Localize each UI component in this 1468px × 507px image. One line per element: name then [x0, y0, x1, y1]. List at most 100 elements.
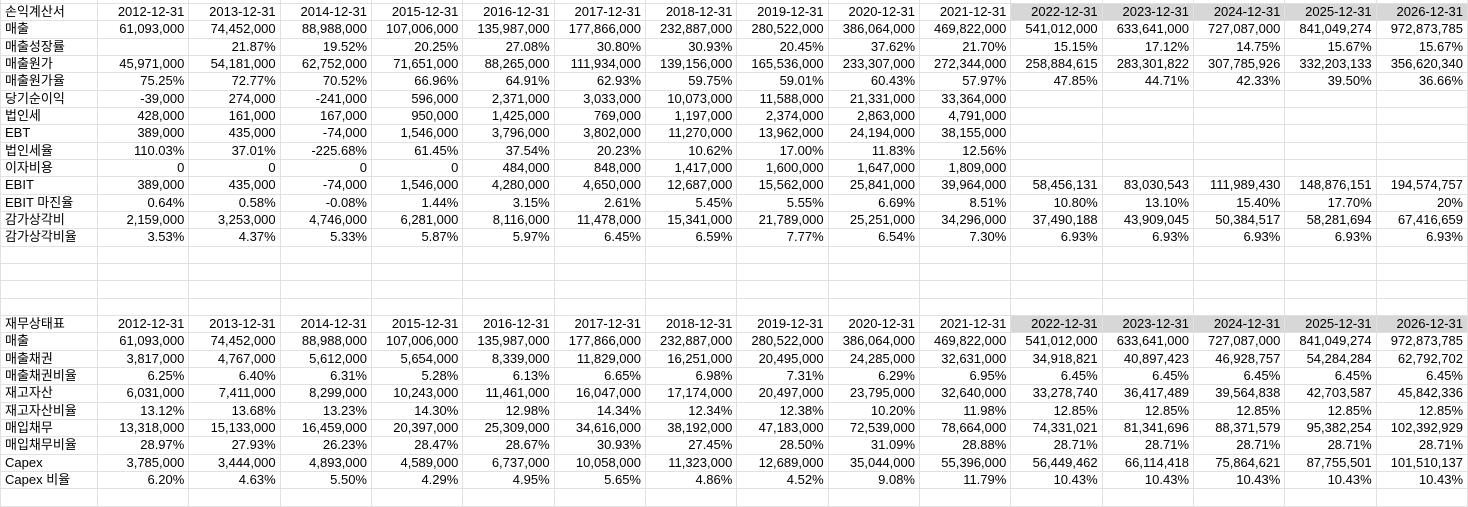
- row-label[interactable]: 매출: [1, 333, 98, 351]
- empty-cell[interactable]: [98, 0, 190, 4]
- cell-value[interactable]: 4,650,000: [554, 177, 646, 195]
- cell-value[interactable]: 5.33%: [280, 229, 372, 247]
- empty-cell[interactable]: [280, 0, 372, 4]
- cell-value[interactable]: 23,795,000: [828, 385, 920, 403]
- empty-cell[interactable]: [1194, 246, 1286, 264]
- cell-value[interactable]: 389,000: [98, 125, 190, 143]
- empty-cell[interactable]: [554, 489, 646, 507]
- cell-value[interactable]: 4.95%: [463, 471, 555, 490]
- cell-value[interactable]: 28.71%: [1376, 437, 1468, 455]
- cell-value[interactable]: 7,411,000: [189, 385, 281, 403]
- cell-value[interactable]: 39.50%: [1285, 73, 1377, 91]
- cell-value[interactable]: 6.20%: [98, 471, 190, 490]
- cell-value[interactable]: 15.67%: [1376, 38, 1468, 56]
- cell-value[interactable]: 469,822,000: [920, 21, 1012, 39]
- cell-value[interactable]: 30.93%: [554, 437, 646, 455]
- cell-value[interactable]: 31.09%: [828, 437, 920, 455]
- cell-value[interactable]: 5.97%: [463, 229, 555, 247]
- cell-value[interactable]: 5.65%: [554, 471, 646, 490]
- cell-value[interactable]: 64.91%: [463, 73, 555, 91]
- row-label[interactable]: 재고자산: [1, 385, 98, 403]
- cell-value[interactable]: 4.63%: [189, 471, 281, 490]
- empty-cell[interactable]: [1011, 489, 1103, 507]
- column-header[interactable]: 2013-12-31: [189, 4, 281, 22]
- cell-value[interactable]: 6.98%: [646, 367, 738, 386]
- cell-value[interactable]: 55,396,000: [920, 454, 1012, 472]
- empty-cell[interactable]: [1, 298, 98, 316]
- cell-value[interactable]: 1,546,000: [372, 125, 464, 143]
- income-statement-title[interactable]: 손익계산서: [1, 4, 98, 22]
- cell-value[interactable]: 27.45%: [646, 437, 738, 455]
- cell-value[interactable]: 21,789,000: [737, 211, 829, 230]
- column-header[interactable]: 2024-12-31: [1194, 4, 1286, 22]
- empty-cell[interactable]: [920, 281, 1012, 299]
- cell-value[interactable]: [1194, 107, 1286, 126]
- cell-value[interactable]: 13,962,000: [737, 125, 829, 143]
- column-header[interactable]: 2016-12-31: [463, 315, 555, 334]
- row-label[interactable]: 매출원가: [1, 55, 98, 74]
- empty-cell[interactable]: [372, 0, 464, 4]
- cell-value[interactable]: [98, 38, 190, 56]
- empty-cell[interactable]: [1376, 281, 1468, 299]
- cell-value[interactable]: 841,049,274: [1285, 333, 1377, 351]
- cell-value[interactable]: 19.52%: [280, 38, 372, 56]
- empty-cell[interactable]: [280, 298, 372, 316]
- cell-value[interactable]: 43,909,045: [1102, 211, 1194, 230]
- cell-value[interactable]: 12.85%: [1194, 402, 1286, 420]
- cell-value[interactable]: 37,490,188: [1011, 211, 1103, 230]
- cell-value[interactable]: 386,064,000: [828, 21, 920, 39]
- cell-value[interactable]: 6.45%: [1011, 367, 1103, 386]
- column-header[interactable]: 2017-12-31: [554, 4, 646, 22]
- empty-cell[interactable]: [920, 246, 1012, 264]
- cell-value[interactable]: 95,382,254: [1285, 419, 1377, 438]
- row-label[interactable]: 감가상각비율: [1, 229, 98, 247]
- cell-value[interactable]: 28.71%: [1194, 437, 1286, 455]
- cell-value[interactable]: 232,887,000: [646, 21, 738, 39]
- cell-value[interactable]: 10,058,000: [554, 454, 646, 472]
- empty-cell[interactable]: [1376, 246, 1468, 264]
- cell-value[interactable]: [1285, 142, 1377, 160]
- cell-value[interactable]: 67,416,659: [1376, 211, 1468, 230]
- cell-value[interactable]: 20,497,000: [737, 385, 829, 403]
- cell-value[interactable]: 4,893,000: [280, 454, 372, 472]
- cell-value[interactable]: 6,031,000: [98, 385, 190, 403]
- row-label[interactable]: 매출성장률: [1, 38, 98, 56]
- cell-value[interactable]: 386,064,000: [828, 333, 920, 351]
- cell-value[interactable]: 44.71%: [1102, 73, 1194, 91]
- empty-cell[interactable]: [1011, 246, 1103, 264]
- cell-value[interactable]: 20.25%: [372, 38, 464, 56]
- cell-value[interactable]: 4,746,000: [280, 211, 372, 230]
- cell-value[interactable]: 6.59%: [646, 229, 738, 247]
- cell-value[interactable]: 13.68%: [189, 402, 281, 420]
- cell-value[interactable]: 11.83%: [828, 142, 920, 160]
- empty-cell[interactable]: [1102, 281, 1194, 299]
- column-header[interactable]: 2024-12-31: [1194, 315, 1286, 334]
- cell-value[interactable]: 16,047,000: [554, 385, 646, 403]
- column-header[interactable]: 2021-12-31: [920, 315, 1012, 334]
- cell-value[interactable]: 1,417,000: [646, 159, 738, 178]
- cell-value[interactable]: 34,616,000: [554, 419, 646, 438]
- cell-value[interactable]: 139,156,000: [646, 55, 738, 74]
- cell-value[interactable]: 5.50%: [280, 471, 372, 490]
- empty-cell[interactable]: [1102, 0, 1194, 4]
- cell-value[interactable]: 39,564,838: [1194, 385, 1286, 403]
- empty-cell[interactable]: [189, 263, 281, 282]
- cell-value[interactable]: -225.68%: [280, 142, 372, 160]
- cell-value[interactable]: [1376, 90, 1468, 108]
- empty-cell[interactable]: [920, 0, 1012, 4]
- cell-value[interactable]: 107,006,000: [372, 333, 464, 351]
- empty-cell[interactable]: [1194, 0, 1286, 4]
- cell-value[interactable]: 3.53%: [98, 229, 190, 247]
- cell-value[interactable]: 6.65%: [554, 367, 646, 386]
- cell-value[interactable]: 307,785,926: [1194, 55, 1286, 74]
- cell-value[interactable]: 167,000: [280, 107, 372, 126]
- empty-cell[interactable]: [1011, 0, 1103, 4]
- column-header[interactable]: 2015-12-31: [372, 4, 464, 22]
- cell-value[interactable]: 60.43%: [828, 73, 920, 91]
- column-header[interactable]: 2026-12-31: [1376, 315, 1468, 334]
- cell-value[interactable]: 61,093,000: [98, 333, 190, 351]
- cell-value[interactable]: 28.50%: [737, 437, 829, 455]
- cell-value[interactable]: 6.45%: [1102, 367, 1194, 386]
- empty-cell[interactable]: [372, 281, 464, 299]
- cell-value[interactable]: 17.70%: [1285, 194, 1377, 212]
